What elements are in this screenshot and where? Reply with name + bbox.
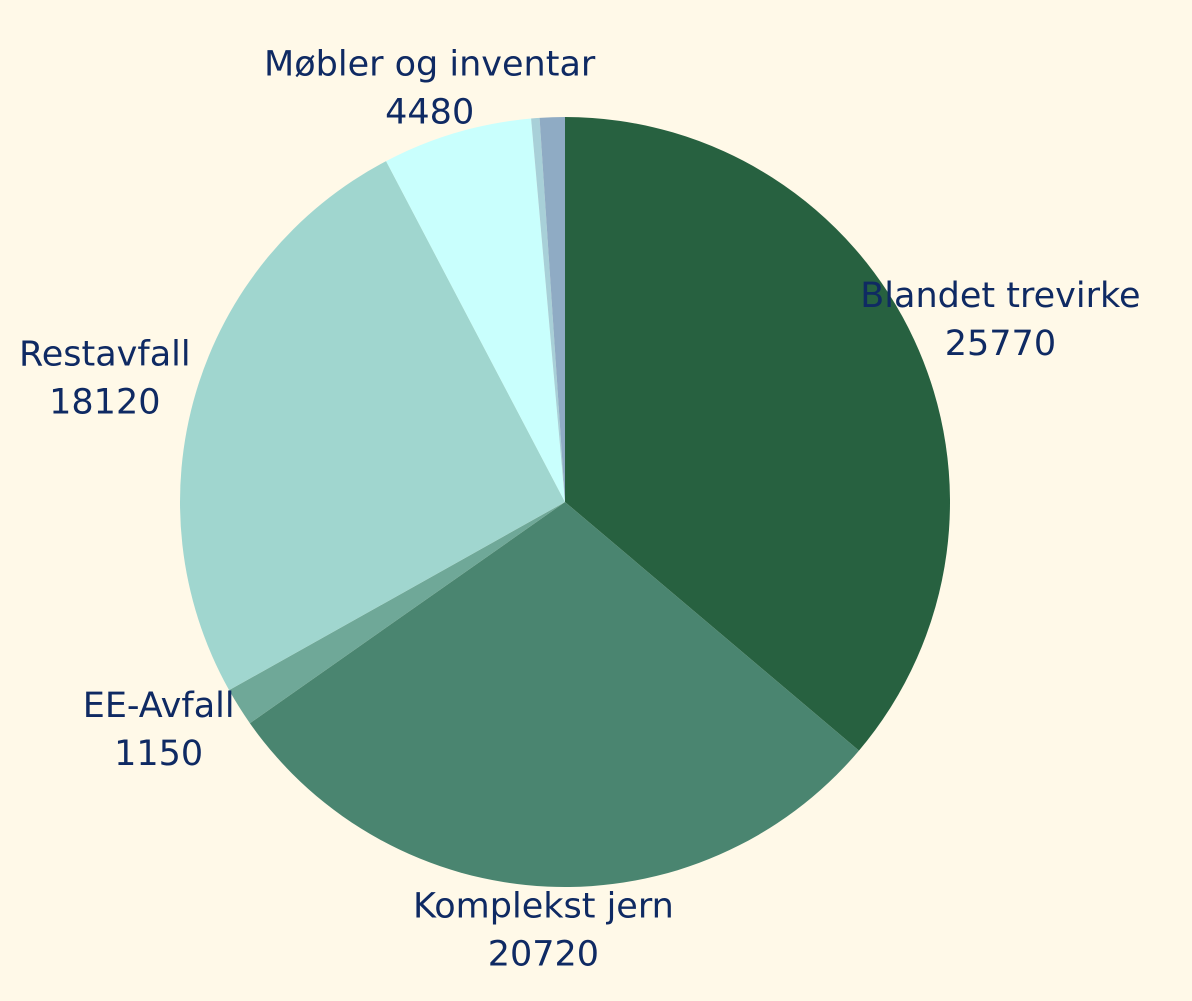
pie-slice xyxy=(386,118,565,502)
slice-value: 1150 xyxy=(114,734,203,774)
pie-slice xyxy=(531,117,565,503)
slice-label: Restavfall xyxy=(19,335,191,375)
slice-value: 20720 xyxy=(488,935,599,975)
pie-slice xyxy=(539,117,565,502)
slice-label: Møbler og inventar xyxy=(264,44,596,84)
slice-label: EE-Avfall xyxy=(83,686,235,726)
slice-label: Blandet trevirke xyxy=(860,276,1140,316)
slice-value: 25770 xyxy=(945,324,1056,364)
pie-slice xyxy=(179,161,565,691)
slice-value: 4480 xyxy=(385,92,474,132)
pie-slice xyxy=(229,502,565,724)
slice-value: 18120 xyxy=(49,383,160,423)
pie-slice xyxy=(249,502,859,887)
pie-slice xyxy=(565,117,950,751)
slice-label: Komplekst jern xyxy=(413,887,674,927)
